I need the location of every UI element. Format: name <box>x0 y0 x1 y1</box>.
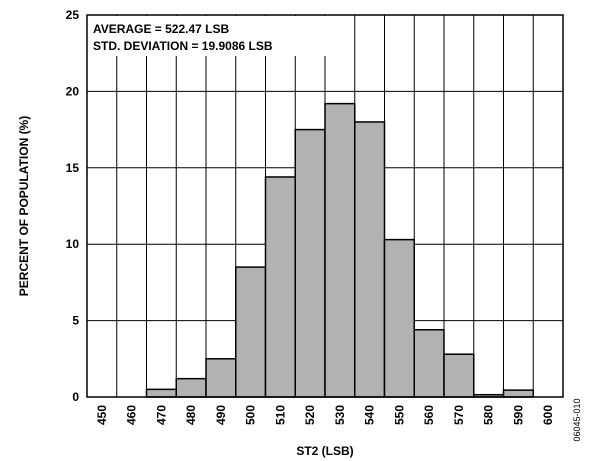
y-tick-label: 0 <box>72 390 79 404</box>
x-tick-label: 600 <box>541 405 555 425</box>
histogram-bar <box>145 388 177 398</box>
y-axis-title: PERCENT OF POPULATION (%) <box>17 116 31 296</box>
x-tick-label: 570 <box>452 405 466 425</box>
y-tick-labels: 0 5 10 15 20 25 <box>66 8 80 404</box>
x-tick-label: 480 <box>184 405 198 425</box>
histogram-bar <box>383 238 415 398</box>
x-tick-label: 560 <box>422 405 436 425</box>
x-tick-labels: 450 460 470 480 490 500 510 520 530 540 550 560 570 5… <box>95 405 555 425</box>
x-tick-label: 580 <box>482 405 496 425</box>
y-tick-label: 5 <box>72 314 79 328</box>
annotation-std-deviation: STD. DEVIATION = 19.9086 LSB <box>93 39 273 53</box>
x-tick-label: 550 <box>392 405 406 425</box>
histogram-bar <box>205 358 237 398</box>
histogram-bar <box>235 266 267 398</box>
histogram-bar <box>264 176 296 398</box>
x-tick-label: 470 <box>154 405 168 425</box>
x-tick-label: 450 <box>95 405 109 425</box>
annotation-box <box>88 16 338 56</box>
x-tick-label: 500 <box>244 405 258 425</box>
annotation-average: AVERAGE = 522.47 LSB <box>93 22 230 36</box>
y-tick-label: 20 <box>66 84 80 98</box>
y-tick-label: 10 <box>66 237 80 251</box>
histogram-bar <box>502 389 534 398</box>
x-tick-label: 490 <box>214 405 228 425</box>
y-tick-label: 25 <box>66 8 80 22</box>
x-tick-label: 510 <box>273 405 287 425</box>
x-tick-label: 540 <box>363 405 377 425</box>
histogram-bar <box>354 121 386 398</box>
figure-id: 06045-010 <box>572 398 582 441</box>
x-tick-label: 590 <box>511 405 525 425</box>
plot-frame <box>86 14 564 398</box>
histogram-bar <box>294 128 326 398</box>
histogram-bar <box>324 102 356 398</box>
histogram-bar <box>443 353 475 398</box>
x-tick-label: 530 <box>333 405 347 425</box>
bars <box>145 102 534 398</box>
histogram-bar <box>413 329 445 398</box>
x-axis-title: ST2 (LSB) <box>296 444 353 458</box>
y-tick-label: 15 <box>66 161 80 175</box>
x-tick-label: 460 <box>125 405 139 425</box>
histogram-bar <box>175 377 207 398</box>
x-tick-label: 520 <box>303 405 317 425</box>
